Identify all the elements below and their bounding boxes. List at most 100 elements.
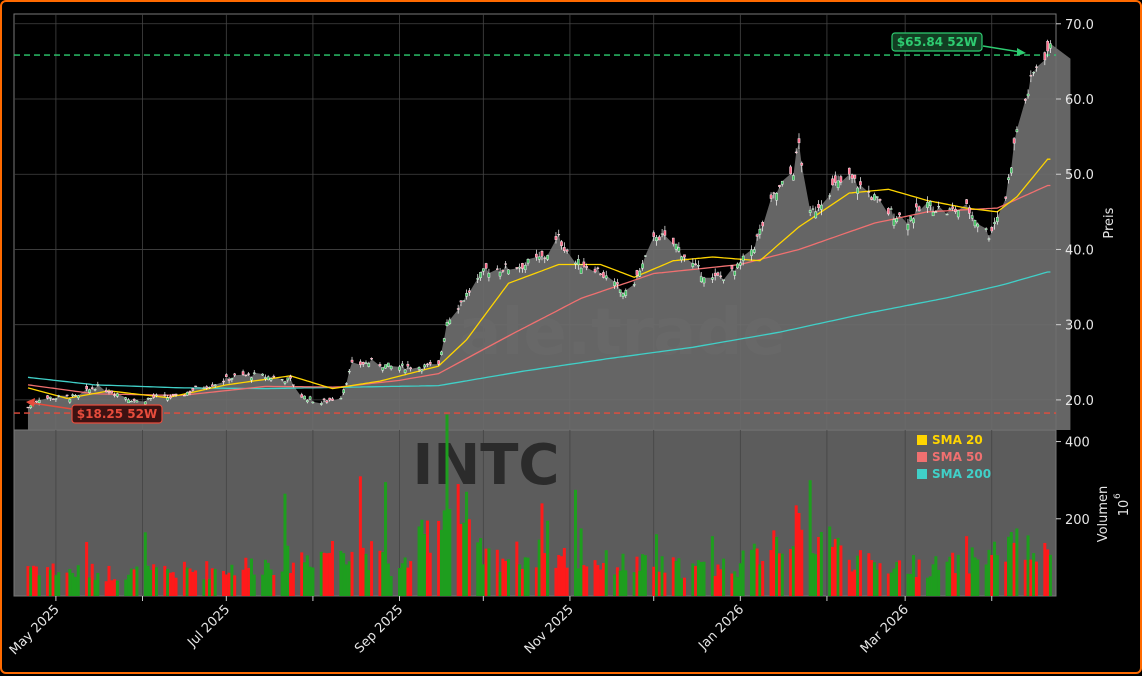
volume-bar	[124, 579, 128, 596]
candle	[697, 260, 700, 270]
volume-bar	[29, 567, 33, 596]
candle	[183, 394, 186, 397]
volume-bar	[976, 559, 980, 596]
date-tick-label: Jan 2026	[695, 602, 747, 654]
volume-bar	[953, 573, 957, 596]
volume-bar	[990, 554, 994, 596]
ticker-watermark: INTC	[413, 433, 560, 498]
candle	[247, 372, 250, 376]
volume-bar	[1009, 531, 1013, 596]
volume-bar	[498, 571, 502, 596]
candle	[808, 206, 812, 217]
volume-bar	[560, 556, 564, 596]
candle-body	[107, 391, 111, 393]
volume-bar	[593, 560, 597, 596]
volume-bar	[400, 563, 404, 596]
candle-body	[303, 395, 306, 400]
candle-body	[266, 376, 270, 381]
volume-bar	[867, 553, 871, 596]
sma20-line	[27, 158, 1051, 400]
candle	[755, 233, 759, 241]
candle	[621, 292, 625, 300]
candle-body	[289, 376, 292, 379]
candle-body	[417, 367, 421, 370]
volume-bar	[641, 554, 645, 596]
candle-body	[319, 403, 323, 405]
candle	[495, 265, 499, 270]
candle	[652, 230, 656, 242]
volume-bar	[487, 548, 491, 596]
candle-body	[577, 259, 580, 265]
candle	[1029, 70, 1033, 83]
low-52w-arrow	[31, 402, 73, 410]
candle-body	[523, 265, 527, 270]
candle	[378, 362, 382, 368]
volume-bar	[557, 554, 561, 596]
candle-body	[889, 208, 893, 210]
volume-bar	[230, 564, 234, 596]
candle	[437, 360, 440, 366]
candle	[504, 261, 507, 269]
candle-body	[814, 211, 818, 219]
volume-bar	[574, 489, 578, 596]
candle	[660, 228, 664, 238]
candle-body	[839, 176, 843, 183]
candle	[889, 206, 893, 210]
candle-body	[202, 387, 206, 389]
candle	[624, 288, 628, 299]
volume-bar	[518, 564, 522, 596]
candle	[780, 180, 784, 187]
volume-bar	[85, 541, 89, 596]
candle	[895, 215, 899, 224]
volume-bar	[110, 580, 114, 596]
low-52w-annotation: $18.25 52W	[26, 398, 163, 424]
candle	[671, 237, 675, 247]
candle-body	[339, 398, 343, 400]
candle	[381, 367, 385, 373]
candle	[208, 386, 211, 389]
candle-body	[641, 263, 644, 269]
volume-bar	[733, 571, 737, 596]
candle	[423, 363, 426, 370]
candle	[1049, 40, 1052, 53]
price-tick-label: 70.0	[1065, 18, 1094, 33]
candle	[596, 266, 600, 270]
candle-body	[130, 401, 133, 403]
candle	[702, 276, 706, 287]
volume-bar	[501, 558, 505, 596]
volume-bar	[789, 549, 793, 596]
volume-bar	[856, 555, 860, 596]
candle	[912, 217, 915, 229]
volume-bar	[526, 557, 530, 596]
volume-bar	[456, 484, 460, 596]
candle-body	[867, 191, 871, 193]
candle-body	[593, 268, 597, 273]
volume-bar	[272, 574, 276, 596]
candle-body	[878, 199, 882, 201]
candle	[174, 393, 178, 397]
candle	[476, 274, 480, 283]
volume-bar	[934, 556, 938, 596]
candle	[292, 384, 295, 388]
price-axis-label: Preis	[1102, 207, 1117, 238]
candle	[716, 271, 720, 277]
candle-body	[831, 178, 834, 186]
candle-body	[604, 275, 608, 279]
candle	[557, 229, 561, 237]
volume-bar	[289, 573, 293, 596]
volume-bar	[467, 519, 471, 596]
candle-body	[222, 380, 225, 383]
candle	[859, 177, 862, 189]
candle	[741, 253, 745, 266]
volume-bar	[96, 572, 100, 596]
volume-bar	[350, 551, 354, 596]
volume-bar	[945, 561, 949, 596]
volume-bar	[65, 572, 69, 596]
candle	[146, 397, 150, 401]
candle	[928, 200, 932, 211]
candle-body	[35, 400, 38, 403]
candle	[954, 206, 957, 214]
candle-body	[970, 215, 974, 219]
candle-body	[1023, 98, 1027, 101]
candle-body	[794, 151, 798, 153]
